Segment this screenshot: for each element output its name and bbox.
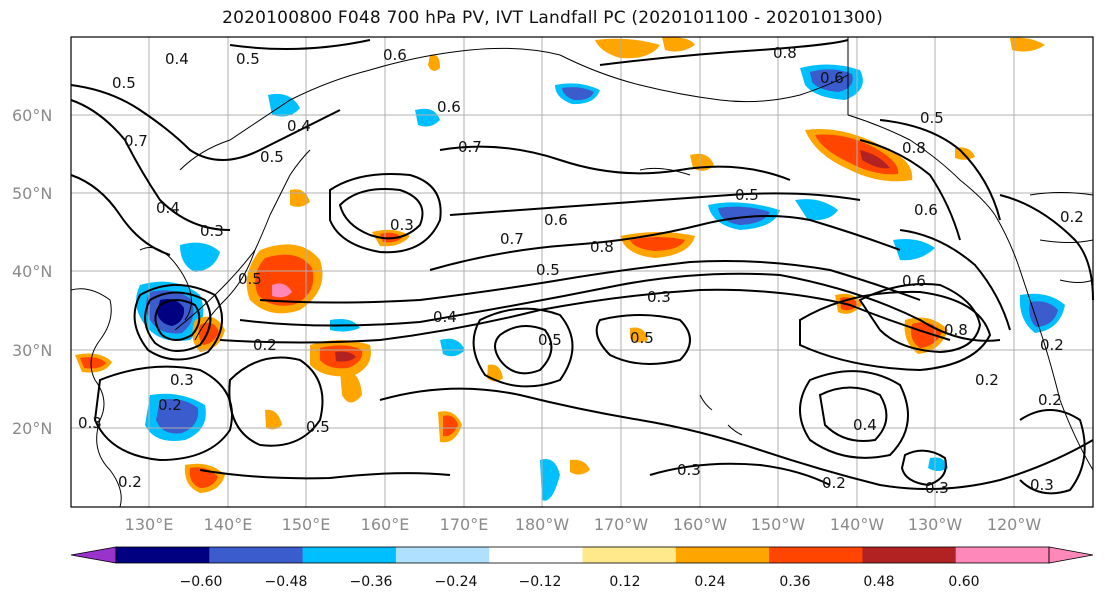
colorbar-extend-high xyxy=(1048,546,1094,564)
lon-label: 150°E xyxy=(282,515,331,534)
contour-label: 0.7 xyxy=(124,132,148,150)
contour-label: 0.6 xyxy=(544,211,568,229)
longitude-labels: 130°E 140°E 150°E 160°E 170°E 180°W 170°… xyxy=(125,515,1042,534)
colorbar-tick-label: −0.48 xyxy=(265,574,308,590)
contour-label: 0.5 xyxy=(735,186,759,204)
contour-label: 0.3 xyxy=(925,479,949,497)
contour-label: 0.4 xyxy=(165,50,189,68)
contour-label: 0.8 xyxy=(773,44,797,62)
pv-shading xyxy=(75,36,1065,501)
contour-label: 0.5 xyxy=(306,418,330,436)
colorbar-ticks: −0.60 −0.48 −0.36 −0.24 −0.12 0.12 0.24 … xyxy=(180,574,980,590)
contour-label: 0.6 xyxy=(914,201,938,219)
lat-label: 20°N xyxy=(12,419,52,438)
contour-label: 0.2 xyxy=(1038,391,1062,409)
lon-label: 160°W xyxy=(673,515,728,534)
colorbar-cell xyxy=(116,547,210,563)
colorbar-cells xyxy=(70,546,1094,564)
colorbar-cell xyxy=(862,547,957,563)
map-frame xyxy=(70,36,1094,508)
contour-label: 0.4 xyxy=(156,199,180,217)
contour-label: 0.3 xyxy=(170,371,194,389)
contour-label: 0.5 xyxy=(238,270,262,288)
colorbar: −0.60 −0.48 −0.36 −0.24 −0.12 0.12 0.24 … xyxy=(70,546,1094,590)
colorbar-cell xyxy=(209,547,304,563)
contour-label: 0.5 xyxy=(920,109,944,127)
colorbar-cell xyxy=(582,547,677,563)
contour-label: 0.5 xyxy=(538,331,562,349)
lon-label: 170°W xyxy=(594,515,649,534)
map-panel: 0.4 0.5 0.5 0.6 0.6 0.8 0.6 0.8 0.5 0.7 … xyxy=(70,36,1094,508)
contour-label: 0.4 xyxy=(287,117,311,135)
lon-label: 130°W xyxy=(908,515,963,534)
contour-label: 0.2 xyxy=(118,473,142,491)
contour-label: 0.2 xyxy=(158,396,182,414)
contour-label: 0.6 xyxy=(383,46,407,64)
contour-label: 0.7 xyxy=(500,230,524,248)
colorbar-tick-label: −0.60 xyxy=(180,574,223,590)
lon-label: 170°E xyxy=(440,515,489,534)
colorbar-tick-label: −0.12 xyxy=(519,574,562,590)
contour-label: 0.4 xyxy=(433,308,457,326)
contour-label: 0.2 xyxy=(822,474,846,492)
contour-label: 0.3 xyxy=(78,414,102,432)
colorbar-cell xyxy=(302,547,397,563)
lon-label: 120°W xyxy=(987,515,1042,534)
colorbar-tick-label: 0.12 xyxy=(609,574,640,590)
lon-label: 140°W xyxy=(830,515,885,534)
lat-label: 50°N xyxy=(12,184,52,203)
contour-labels: 0.4 0.5 0.5 0.6 0.6 0.8 0.6 0.8 0.5 0.7 … xyxy=(78,44,1084,497)
contour-label: 0.2 xyxy=(1040,336,1064,354)
contour-label: 0.3 xyxy=(1030,476,1054,494)
contour-label: 0.3 xyxy=(200,222,224,240)
lat-label: 60°N xyxy=(12,106,52,125)
contour-label: 0.8 xyxy=(590,238,614,256)
lon-label: 150°W xyxy=(751,515,806,534)
contour-label: 0.6 xyxy=(820,69,844,87)
colorbar-cell xyxy=(395,547,490,563)
contour-label: 0.3 xyxy=(647,288,671,306)
lon-label: 180°W xyxy=(515,515,570,534)
contour-label: 0.8 xyxy=(944,321,968,339)
colorbar-cell xyxy=(489,547,583,563)
contour-label: 0.5 xyxy=(112,74,136,92)
colorbar-tick-label: 0.36 xyxy=(779,574,810,590)
colorbar-cell xyxy=(955,547,1050,563)
contour-label: 0.5 xyxy=(236,50,260,68)
lat-label: 30°N xyxy=(12,341,52,360)
colorbar-tick-label: 0.24 xyxy=(694,574,725,590)
colorbar-cell xyxy=(675,547,770,563)
contour-label: 0.8 xyxy=(902,139,926,157)
map-title: 2020100800 F048 700 hPa PV, IVT Landfall… xyxy=(222,8,883,28)
lat-label: 40°N xyxy=(12,262,52,281)
contour-label: 0.5 xyxy=(260,148,284,166)
colorbar-tick-label: −0.36 xyxy=(350,574,393,590)
colorbar-tick-label: 0.60 xyxy=(948,574,979,590)
latitude-labels: 60°N 50°N 40°N 30°N 20°N xyxy=(12,106,52,438)
contour-label: 0.3 xyxy=(677,461,701,479)
lon-label: 130°E xyxy=(125,515,174,534)
contour-label: 0.3 xyxy=(390,216,414,234)
colorbar-tick-label: −0.24 xyxy=(435,574,478,590)
contour-label: 0.2 xyxy=(1060,208,1084,226)
contour-label: 0.6 xyxy=(902,272,926,290)
colorbar-extend-low xyxy=(70,546,117,564)
contour-label: 0.2 xyxy=(975,371,999,389)
contour-label: 0.5 xyxy=(630,329,654,347)
colorbar-tick-label: 0.48 xyxy=(863,574,894,590)
pv-contours xyxy=(70,39,1094,495)
contour-label: 0.4 xyxy=(853,416,877,434)
colorbar-border xyxy=(115,546,1050,564)
contour-label: 0.5 xyxy=(536,261,560,279)
contour-label: 0.6 xyxy=(437,98,461,116)
contour-label: 0.2 xyxy=(253,336,277,354)
lon-label: 160°E xyxy=(361,515,410,534)
contour-label: 0.7 xyxy=(458,138,482,156)
colorbar-cell xyxy=(769,547,863,563)
lon-label: 140°E xyxy=(204,515,253,534)
